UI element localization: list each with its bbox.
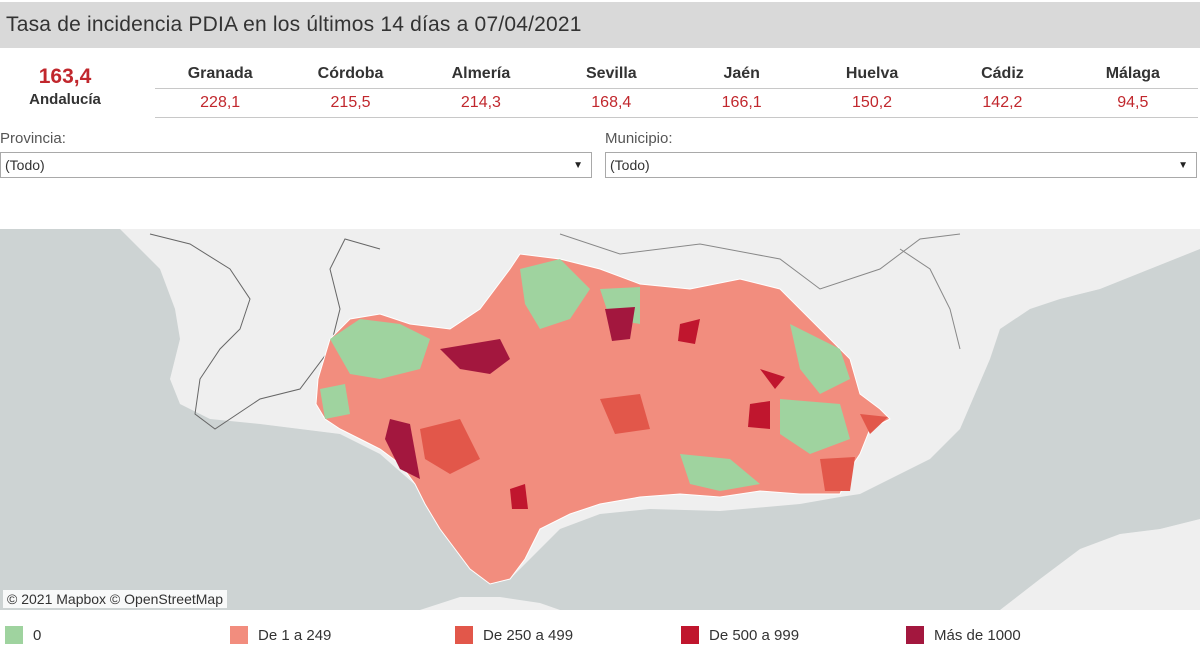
total-label: Andalucía <box>29 91 101 108</box>
province-value[interactable]: 215,5 <box>330 94 371 111</box>
province-value[interactable]: 94,5 <box>1117 94 1149 111</box>
area-crimson <box>748 401 770 429</box>
legend-item: De 500 a 999 <box>681 626 799 644</box>
provincia-select[interactable]: (Todo) ▼ <box>0 152 592 178</box>
total-value: 163,4 <box>38 65 92 88</box>
province-name[interactable]: Almería <box>451 65 511 82</box>
area-crimson <box>605 307 635 341</box>
province-value[interactable]: 168,4 <box>591 94 632 111</box>
area-green <box>320 384 350 419</box>
area-crimson <box>678 319 700 344</box>
provincia-selected-value: (Todo) <box>5 157 45 173</box>
legend-swatch <box>5 626 23 644</box>
region-border <box>559 233 961 290</box>
area-red <box>820 457 855 491</box>
province-value[interactable]: 214,3 <box>460 94 501 111</box>
area-green <box>680 454 760 491</box>
dropdown-arrow-icon: ▼ <box>573 159 583 171</box>
area-crimson <box>760 369 785 389</box>
dropdown-arrow-icon: ▼ <box>1178 159 1188 171</box>
province-values-row: 228,1 215,5 214,3 168,4 166,1 150,2 142,… <box>155 89 1198 118</box>
title-bar: Tasa de incidencia PDIA en los últimos 1… <box>0 2 1200 48</box>
municipio-filter: Municipio: (Todo) ▼ <box>605 130 1197 178</box>
legend: 0 De 1 a 249 De 250 a 499 De 500 a 999 M… <box>0 626 1200 648</box>
country-border <box>149 233 381 430</box>
map-attribution[interactable]: © 2021 Mapbox © OpenStreetMap <box>3 590 227 608</box>
page-title: Tasa de incidencia PDIA en los últimos 1… <box>6 13 582 36</box>
legend-swatch <box>230 626 248 644</box>
legend-swatch <box>906 626 924 644</box>
province-value[interactable]: 166,1 <box>721 94 762 111</box>
region-border <box>899 248 961 350</box>
province-value[interactable]: 228,1 <box>200 94 241 111</box>
provincia-filter: Provincia: (Todo) ▼ <box>0 130 592 178</box>
area-red <box>860 414 888 434</box>
provincia-label: Provincia: <box>0 130 66 147</box>
area-crimson <box>510 484 528 509</box>
legend-label: De 250 a 499 <box>483 626 574 644</box>
province-name[interactable]: Granada <box>187 65 253 82</box>
legend-label: De 1 a 249 <box>258 626 332 644</box>
africa-land <box>1000 519 1200 610</box>
area-green <box>520 259 590 329</box>
andalucia-total: 163,4 Andalucía <box>22 64 108 110</box>
legend-item: De 1 a 249 <box>230 626 331 644</box>
province-names-row: Granada Córdoba Almería Sevilla Jaén Hue… <box>155 60 1198 89</box>
area-green <box>330 319 430 379</box>
province-name[interactable]: Córdoba <box>317 65 384 82</box>
legend-item: 0 <box>5 626 41 644</box>
legend-item: Más de 1000 <box>906 626 1021 644</box>
municipio-select[interactable]: (Todo) ▼ <box>605 152 1197 178</box>
area-green <box>790 324 850 394</box>
area-red <box>600 394 650 434</box>
province-name[interactable]: Cádiz <box>981 65 1024 82</box>
legend-label: De 500 a 999 <box>709 626 800 644</box>
area-green <box>780 399 850 454</box>
province-table: Granada Córdoba Almería Sevilla Jaén Hue… <box>155 60 1198 118</box>
area-crimson <box>385 419 420 479</box>
area-red <box>420 419 480 474</box>
province-name[interactable]: Jaén <box>723 65 760 82</box>
legend-label: Más de 1000 <box>934 626 1021 644</box>
province-name[interactable]: Huelva <box>845 65 899 82</box>
map-canvas[interactable] <box>0 229 1200 610</box>
legend-swatch <box>681 626 699 644</box>
province-value[interactable]: 150,2 <box>852 94 893 111</box>
area-crimson <box>440 339 510 374</box>
legend-label: 0 <box>33 626 42 644</box>
incidence-map[interactable]: © 2021 Mapbox © OpenStreetMap <box>0 229 1200 610</box>
municipio-selected-value: (Todo) <box>610 157 650 173</box>
province-value[interactable]: 142,2 <box>982 94 1023 111</box>
province-name[interactable]: Málaga <box>1105 65 1160 82</box>
municipio-label: Municipio: <box>605 130 673 147</box>
province-name[interactable]: Sevilla <box>585 65 637 82</box>
legend-swatch <box>455 626 473 644</box>
africa-land <box>420 597 560 610</box>
legend-item: De 250 a 499 <box>455 626 573 644</box>
